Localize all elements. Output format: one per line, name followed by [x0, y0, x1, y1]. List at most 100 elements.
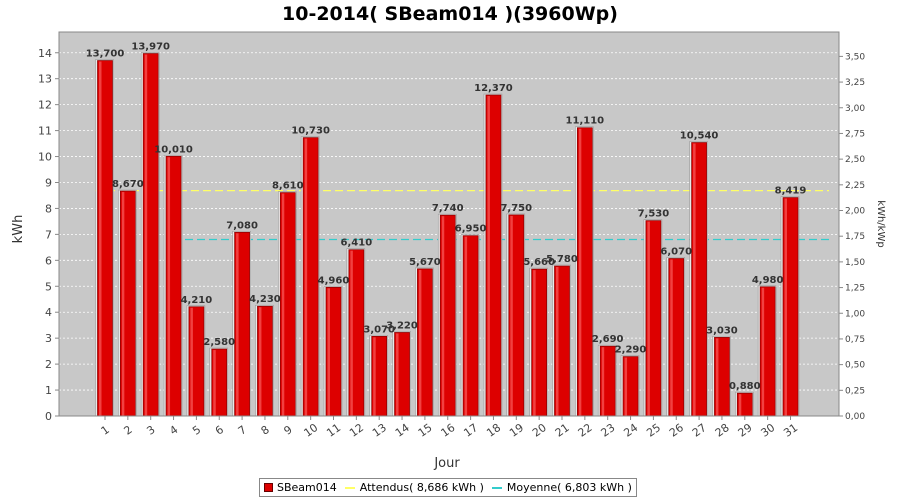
bar-data-label: 3,220: [386, 320, 418, 331]
bar-data-label: 3,030: [706, 325, 738, 336]
x-tick-label: 13: [370, 421, 389, 440]
y2-tick-label: 2,50: [845, 155, 865, 165]
y2-tick-label: 2,25: [845, 181, 865, 191]
bar-data-label: 4,980: [752, 275, 784, 286]
y2-tick-label: 3,00: [845, 104, 865, 114]
x-tick-label: 29: [736, 421, 755, 440]
x-axis: 1 2 3 4 5 6 7 8 9 10 11 12 13 14 15 16 17 18 19 20 21 22 23 24 2…: [59, 415, 839, 440]
x-tick-label: 31: [781, 421, 800, 440]
x-tick-label: 8: [259, 423, 272, 438]
bar-highlight: [761, 287, 765, 416]
y2-tick-label: 1,50: [845, 258, 865, 268]
bar-data-label: 4,230: [249, 294, 281, 305]
bar-highlight: [396, 333, 399, 416]
y2-tick-label: 0,75: [845, 335, 865, 345]
bar-highlight: [121, 192, 125, 416]
bar-data-label: 8,610: [272, 181, 304, 192]
y-tick-label: 14: [38, 47, 52, 60]
legend-swatch-bar: [264, 483, 273, 492]
y-tick-label: 2: [45, 358, 52, 371]
bar-highlight: [510, 215, 513, 416]
x-tick-label: 2: [122, 423, 135, 438]
y2-tick-label: 2,75: [845, 129, 865, 139]
x-tick-label: 3: [144, 423, 157, 438]
x-tick-label: 23: [599, 421, 618, 440]
bars: [95, 52, 800, 417]
y-tick-label: 9: [45, 176, 52, 189]
bar-data-label: 3,070: [363, 324, 395, 335]
bar-data-label: 7,750: [500, 203, 532, 214]
y2-tick-label: 0,00: [845, 412, 865, 422]
x-tick-label: 15: [416, 421, 435, 440]
y2-tick-label: 1,25: [845, 284, 865, 294]
x-tick-label: 22: [576, 421, 595, 440]
x-tick-label: 24: [621, 421, 640, 440]
bar-highlight: [418, 269, 422, 416]
y-tick-label: 13: [38, 73, 52, 86]
bar-data-label: 5,670: [409, 257, 441, 268]
legend: SBeam014 Attendus( 8,686 kWh ) Moyenne( …: [259, 478, 637, 497]
data-labels: 13,700 8,670 13,970 10,010 4,210 2,580 7,080 4,…: [86, 42, 807, 393]
x-tick-label: 17: [461, 421, 480, 440]
bar-highlight: [258, 307, 262, 416]
bar-highlight: [213, 350, 216, 416]
legend-item-moyenne: Moyenne( 6,803 kWh ): [491, 481, 632, 494]
y-tick-label: 1: [45, 384, 52, 397]
bar-highlight: [350, 250, 353, 416]
x-tick-label: 19: [507, 421, 526, 440]
bar-data-label: 11,110: [566, 116, 605, 127]
y-axis-right: 0,00 0,25 0,50 0,75 1,00 1,25 1,50 1,75 2,00 2,25…: [838, 32, 865, 422]
bar-data-label: 6,070: [660, 247, 692, 258]
legend-swatch-attendus: [344, 486, 355, 489]
bar-data-label: 0,880: [729, 381, 761, 392]
legend-item-attendus: Attendus( 8,686 kWh ): [344, 481, 484, 494]
bar-data-label: 6,410: [341, 238, 373, 249]
legend-label-moyenne: Moyenne( 6,803 kWh ): [506, 481, 632, 494]
bar-data-label: 7,740: [432, 203, 464, 214]
bar-data-label: 7,080: [226, 220, 258, 231]
y-tick-label: 12: [38, 99, 52, 112]
bar-data-label: 6,950: [455, 224, 487, 235]
reference-lines: [95, 189, 829, 241]
x-tick-label: 9: [281, 423, 294, 438]
bar-highlight: [441, 216, 445, 416]
y2-tick-label: 1,75: [845, 232, 865, 242]
y2-tick-label: 3,50: [845, 52, 865, 62]
bar-data-label: 8,419: [775, 186, 807, 197]
bar-data-label: 4,210: [181, 295, 213, 306]
bar-highlight: [670, 259, 673, 416]
y-tick-label: 7: [45, 228, 52, 241]
x-tick-label: 28: [713, 421, 732, 440]
bar-highlight: [99, 61, 102, 417]
legend-label-series: SBeam014: [277, 481, 337, 494]
x-tick-label: 12: [347, 421, 366, 440]
bar-data-label: 4,960: [318, 275, 350, 286]
x-tick-label: 7: [236, 423, 249, 438]
y-axis-title: kWh: [11, 215, 26, 244]
bar-data-label: 13,970: [131, 42, 170, 53]
x-tick-label: 5: [190, 423, 203, 438]
bar-highlight: [715, 338, 719, 416]
y2-tick-label: 0,25: [845, 386, 865, 396]
bar-highlight: [578, 128, 582, 416]
bar-data-label: 13,700: [86, 49, 125, 60]
bar-data-label: 2,690: [592, 334, 624, 345]
legend-swatch-moyenne: [491, 486, 502, 489]
bar-highlight: [624, 357, 628, 416]
bar-highlight: [784, 198, 787, 416]
bar-highlight: [167, 157, 171, 417]
bar-data-label: 10,540: [680, 131, 719, 142]
y-tick-label: 3: [45, 332, 52, 345]
x-tick-label: 21: [553, 421, 572, 440]
y-tick-label: 6: [45, 254, 52, 267]
bar-highlight: [304, 138, 308, 416]
x-tick-label: 18: [484, 421, 503, 440]
y2-tick-label: 2,00: [845, 207, 865, 217]
x-tick-label: 4: [167, 423, 180, 438]
chart-title: 10-2014( SBeam014 )(3960Wp): [282, 3, 618, 25]
y-tick-label: 5: [45, 280, 52, 293]
x-tick-label: 6: [213, 423, 226, 438]
y2-axis-title: kWh/kWp: [875, 200, 886, 247]
